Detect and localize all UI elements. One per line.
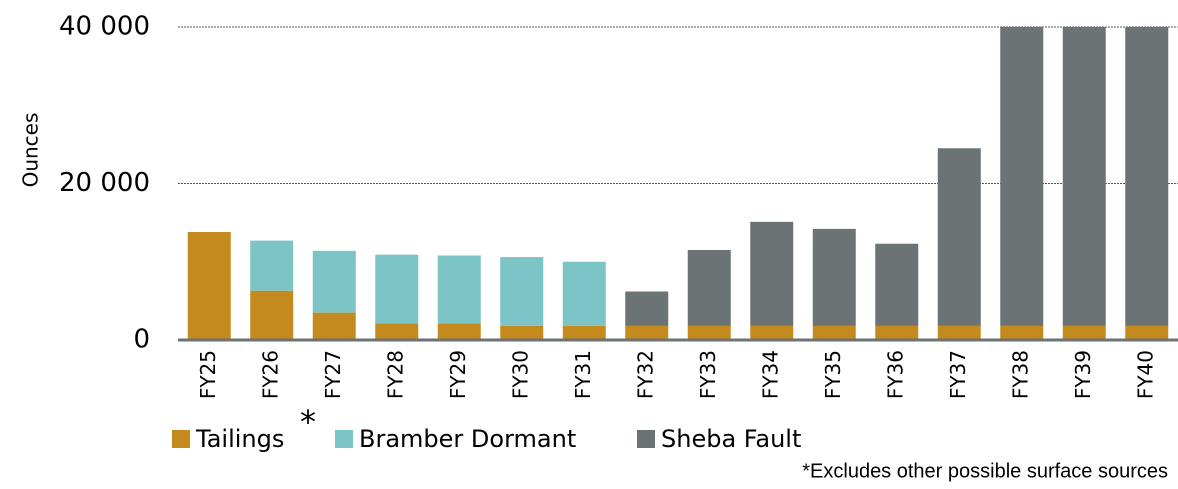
bar-segment: [312, 312, 356, 340]
bar-segment: [500, 257, 544, 326]
x-tick-label: FY32: [633, 350, 657, 399]
bar-segment: [750, 325, 794, 340]
bar-segment: [1000, 325, 1044, 340]
x-tick-label: FY28: [383, 350, 407, 399]
legend-label: Sheba Fault: [661, 425, 801, 453]
bar-segment: [937, 325, 981, 340]
y-tick-label: 40 000: [59, 12, 150, 42]
x-tick-label: FY36: [883, 350, 907, 399]
x-tick-label: FY30: [508, 350, 532, 399]
legend-label: Bramber Dormant: [359, 425, 576, 453]
y-axis-label: Ounces: [19, 113, 43, 188]
x-tick-label: FY40: [1133, 350, 1157, 399]
bar-segment: [812, 325, 856, 340]
bar-segment: [875, 243, 919, 326]
x-tick-label: FY25: [196, 350, 220, 399]
bar-segment: [312, 250, 356, 313]
bar-segment: [750, 221, 794, 326]
x-tick-label: FY34: [758, 350, 782, 399]
bar-segment: [562, 325, 606, 340]
bar-segment: [375, 254, 419, 324]
legend-note: *: [300, 403, 316, 441]
legend-swatch: [637, 430, 655, 448]
y-tick-label: 20 000: [59, 168, 150, 198]
bar-segment: [687, 325, 731, 340]
y-tick-label: 0: [133, 325, 150, 355]
bar-segment: [1000, 27, 1044, 326]
legend-swatch: [335, 430, 353, 448]
bar-segment: [437, 323, 481, 340]
bar-segment: [562, 261, 606, 326]
bar-segment: [187, 232, 231, 340]
bar-segment: [375, 323, 419, 340]
bar-segment: [625, 291, 669, 326]
bar-segment: [437, 255, 481, 324]
bar-segment: [1062, 325, 1106, 340]
bar-segment: [812, 228, 856, 326]
legend-swatch: [172, 430, 190, 448]
bar-segment: [500, 325, 544, 340]
bar-segment: [250, 290, 294, 340]
x-tick-label: FY29: [446, 350, 470, 399]
x-tick-label: FY38: [1008, 350, 1032, 399]
x-tick-label: FY35: [821, 350, 845, 399]
x-tick-label: FY27: [321, 350, 345, 399]
bar-segment: [250, 240, 294, 291]
bar-segment: [875, 325, 919, 340]
bar-segment: [1125, 27, 1169, 326]
bar-segment: [687, 250, 731, 326]
legend-label: Tailings: [195, 425, 284, 453]
x-tick-label: FY31: [571, 350, 595, 399]
bar-segment: [937, 148, 981, 326]
bar-segment: [1062, 27, 1106, 326]
x-tick-label: FY33: [696, 350, 720, 399]
x-tick-label: FY26: [258, 350, 282, 399]
x-tick-label: FY39: [1071, 350, 1095, 399]
bar-segment: [625, 325, 669, 340]
x-tick-label: FY37: [946, 350, 970, 399]
bar-segment: [1125, 325, 1169, 340]
footnote: *Excludes other possible surface sources: [802, 460, 1168, 482]
